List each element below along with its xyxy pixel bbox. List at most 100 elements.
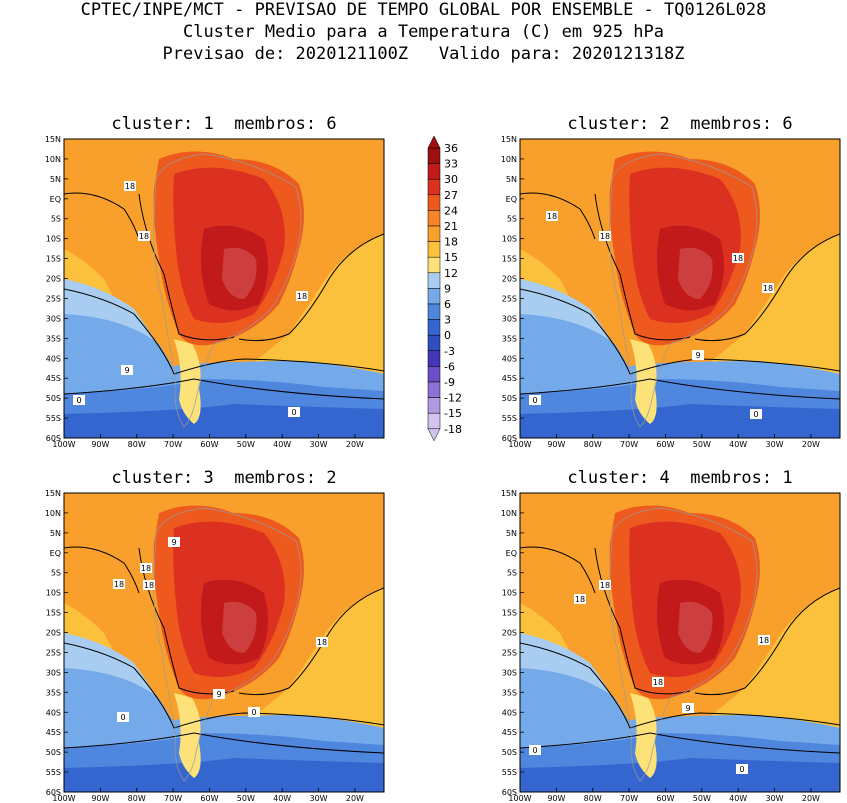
lat-tick-label: 20S: [502, 275, 517, 284]
lat-tick-label: 10N: [501, 155, 517, 164]
contour-label: 18: [763, 284, 773, 293]
contour-label: 18: [141, 564, 151, 573]
lat-tick-label: 15S: [46, 255, 61, 264]
lat-tick-label: 35S: [502, 334, 517, 343]
lat-tick-label: 35S: [46, 688, 61, 697]
contour-label: 0: [753, 410, 758, 419]
contour-label-bg: [599, 580, 611, 590]
lat-tick-label: 20S: [46, 275, 61, 284]
contour-label-bg: [599, 231, 611, 241]
lon-tick-label: 30W: [765, 794, 783, 803]
lon-tick-label: 90W: [547, 440, 565, 449]
colorbar-swatch: [427, 381, 441, 398]
lon-tick-label: 60W: [656, 794, 674, 803]
contour-label-bg: [124, 181, 136, 191]
contour-label-bg: [762, 283, 774, 293]
contour-label: 18: [600, 232, 610, 241]
lat-tick-label: 50S: [46, 394, 61, 403]
lon-tick-label: 70W: [620, 794, 638, 803]
lat-tick-label: 25S: [46, 648, 61, 657]
map-panel-3: 15N 10N 5N EQ 5S 10S 15S 20S 25S 30S 35S 40S 45S 50S 5…: [45, 489, 385, 803]
contour-label: 0: [251, 708, 256, 717]
lat-tick-label: 50S: [46, 748, 61, 757]
contour-label: 9: [695, 351, 700, 360]
colorbar-level-label: 30: [444, 173, 458, 186]
lat-tick-label: EQ: [50, 549, 61, 558]
lon-tick-label: 80W: [128, 440, 146, 449]
colorbar-swatch: [427, 303, 441, 320]
lat-tick-label: 60S: [502, 788, 517, 797]
lat-tick-label: 40S: [502, 354, 517, 363]
lon-tick-label: 30W: [765, 440, 783, 449]
header-line-3: Previsao de: 2020121100Z Valido para: 20…: [162, 44, 685, 64]
contour-label-bg: [117, 712, 129, 722]
contour-label-bg: [113, 579, 125, 589]
colorbar-swatch: [427, 225, 441, 242]
colorbar-level-label: 21: [444, 220, 458, 233]
lat-tick-label: 15N: [501, 489, 517, 498]
contour-label: 0: [739, 765, 744, 774]
contour-label: 18: [575, 595, 585, 604]
lon-tick-label: 20W: [346, 440, 364, 449]
lat-tick-label: 10N: [501, 509, 517, 518]
temperature-field: [64, 139, 384, 438]
lat-tick-label: 35S: [46, 334, 61, 343]
lat-tick-label: 55S: [502, 768, 517, 777]
lat-tick-label: 40S: [46, 708, 61, 717]
contour-label-bg: [529, 745, 541, 755]
contour-label: 18: [144, 581, 154, 590]
contour-label-bg: [750, 409, 762, 419]
colorbar-level-label: 6: [444, 298, 451, 311]
lon-tick-label: 50W: [693, 440, 711, 449]
lon-tick-label: 80W: [584, 440, 602, 449]
lat-tick-label: EQ: [50, 195, 61, 204]
contour-label: 9: [171, 538, 176, 547]
contour-label: 18: [547, 212, 557, 221]
contour-label-bg: [529, 395, 541, 405]
contour-label: 18: [125, 182, 135, 191]
colorbar-level-label: 27: [444, 189, 458, 202]
contour-label-bg: [143, 580, 155, 590]
lon-tick-label: 70W: [620, 440, 638, 449]
header-line-2: Cluster Medio para a Temperatura (C) em …: [182, 22, 665, 42]
lat-tick-label: 15N: [45, 135, 61, 144]
colorbar-level-label: 33: [444, 158, 458, 171]
panel-2-title: cluster: 2 membros: 6: [567, 114, 793, 134]
colorbar-level-label: -18: [444, 423, 462, 436]
lat-tick-label: 20S: [502, 629, 517, 638]
lat-tick-label: 25S: [46, 294, 61, 303]
map-panel-2: 15N 10N 5N EQ 5S 10S 15S 20S 25S 30S 35S 40S 45S 50S 5…: [501, 135, 841, 449]
lon-tick-label: 40W: [729, 440, 747, 449]
lat-tick-label: 50S: [502, 394, 517, 403]
lon-tick-label: 90W: [91, 440, 109, 449]
contour-label: 0: [532, 746, 537, 755]
map-panel-1: 15N 10N 5N EQ 5S 10S 15S 20S 25S 30S 35S 40S 45S 50S 5…: [45, 135, 385, 449]
lat-tick-label: 45S: [502, 728, 517, 737]
colorbar-swatch: [427, 241, 441, 258]
lat-tick-label: 5S: [51, 569, 61, 578]
lon-tick-label: 70W: [164, 794, 182, 803]
lon-tick-label: 90W: [547, 794, 565, 803]
lat-tick-label: 10N: [45, 155, 61, 164]
contour-label: 9: [124, 366, 129, 375]
lon-tick-label: 80W: [584, 794, 602, 803]
contour-label: 0: [120, 713, 125, 722]
temperature-field: [520, 139, 840, 438]
lon-tick-label: 100W: [508, 794, 531, 803]
lat-tick-label: 30S: [502, 668, 517, 677]
lat-tick-label: 10N: [45, 509, 61, 518]
lat-tick-label: 50S: [502, 748, 517, 757]
contour-label: 18: [653, 678, 663, 687]
lat-tick-label: 55S: [46, 768, 61, 777]
lon-tick-label: 60W: [200, 440, 218, 449]
colorbar-swatch: [427, 272, 441, 289]
panel-3-title: cluster: 3 membros: 2: [111, 468, 337, 488]
contour-label: 0: [532, 396, 537, 405]
contour-label-bg: [140, 563, 152, 573]
colorbar-swatch: [427, 147, 441, 164]
lat-tick-label: 15N: [45, 489, 61, 498]
colorbar-swatch: [427, 178, 441, 196]
temperature-field: [64, 493, 384, 792]
lon-tick-label: 100W: [508, 440, 531, 449]
